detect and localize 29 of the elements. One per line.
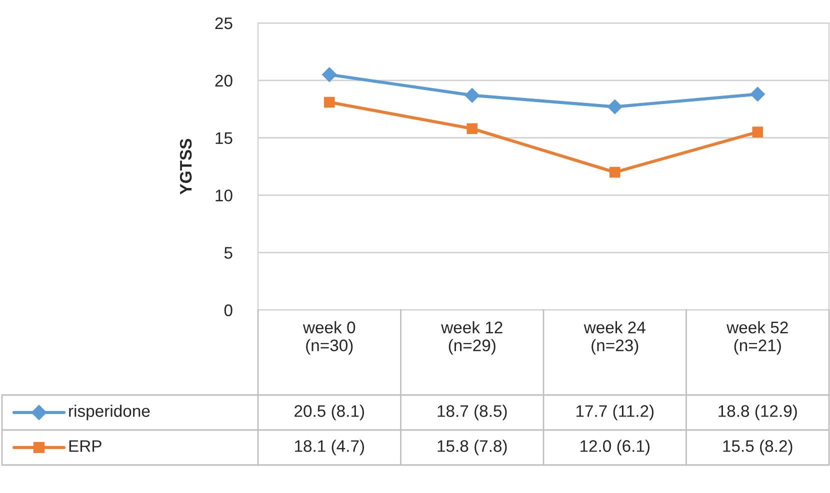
- data-label: 18.8 (12.9): [718, 404, 797, 420]
- data-label: 18.1 (4.7): [294, 440, 364, 456]
- x-tick-label: week 24 (n=23): [584, 321, 646, 355]
- legend-label: ERP: [69, 440, 102, 452]
- data-label: 20.5 (8.1): [294, 404, 364, 420]
- y-tick-label: 20: [215, 74, 232, 87]
- y-tick-label: 5: [224, 247, 232, 259]
- y-tick-label: 0: [224, 304, 232, 316]
- legend-label: risperidone: [69, 404, 150, 420]
- x-tick-label: week 12 (n=29): [441, 321, 502, 355]
- point: [752, 126, 764, 138]
- y-tick-label: 10: [216, 190, 232, 202]
- data-label: 15.8 (7.8): [438, 440, 507, 456]
- point: [607, 99, 622, 114]
- x-tick-label: week 52 (n=21): [726, 321, 788, 355]
- point: [609, 166, 620, 178]
- point: [322, 67, 337, 82]
- data-label: 15.5 (8.2): [723, 440, 792, 456]
- point: [750, 86, 766, 102]
- y-tick-label: 25: [215, 17, 232, 30]
- data-label: 17.7 (11.2): [576, 404, 654, 420]
- x-tick-label: week 0 (n=30): [302, 321, 356, 355]
- data-label: 12.0 (6.1): [580, 440, 650, 456]
- point: [324, 96, 335, 108]
- y-axis-title: YGTSS: [180, 138, 192, 194]
- data-label: 18.7 (8.5): [438, 404, 507, 420]
- point: [466, 123, 478, 134]
- point: [464, 88, 480, 103]
- y-tick-label: 15: [216, 132, 232, 144]
